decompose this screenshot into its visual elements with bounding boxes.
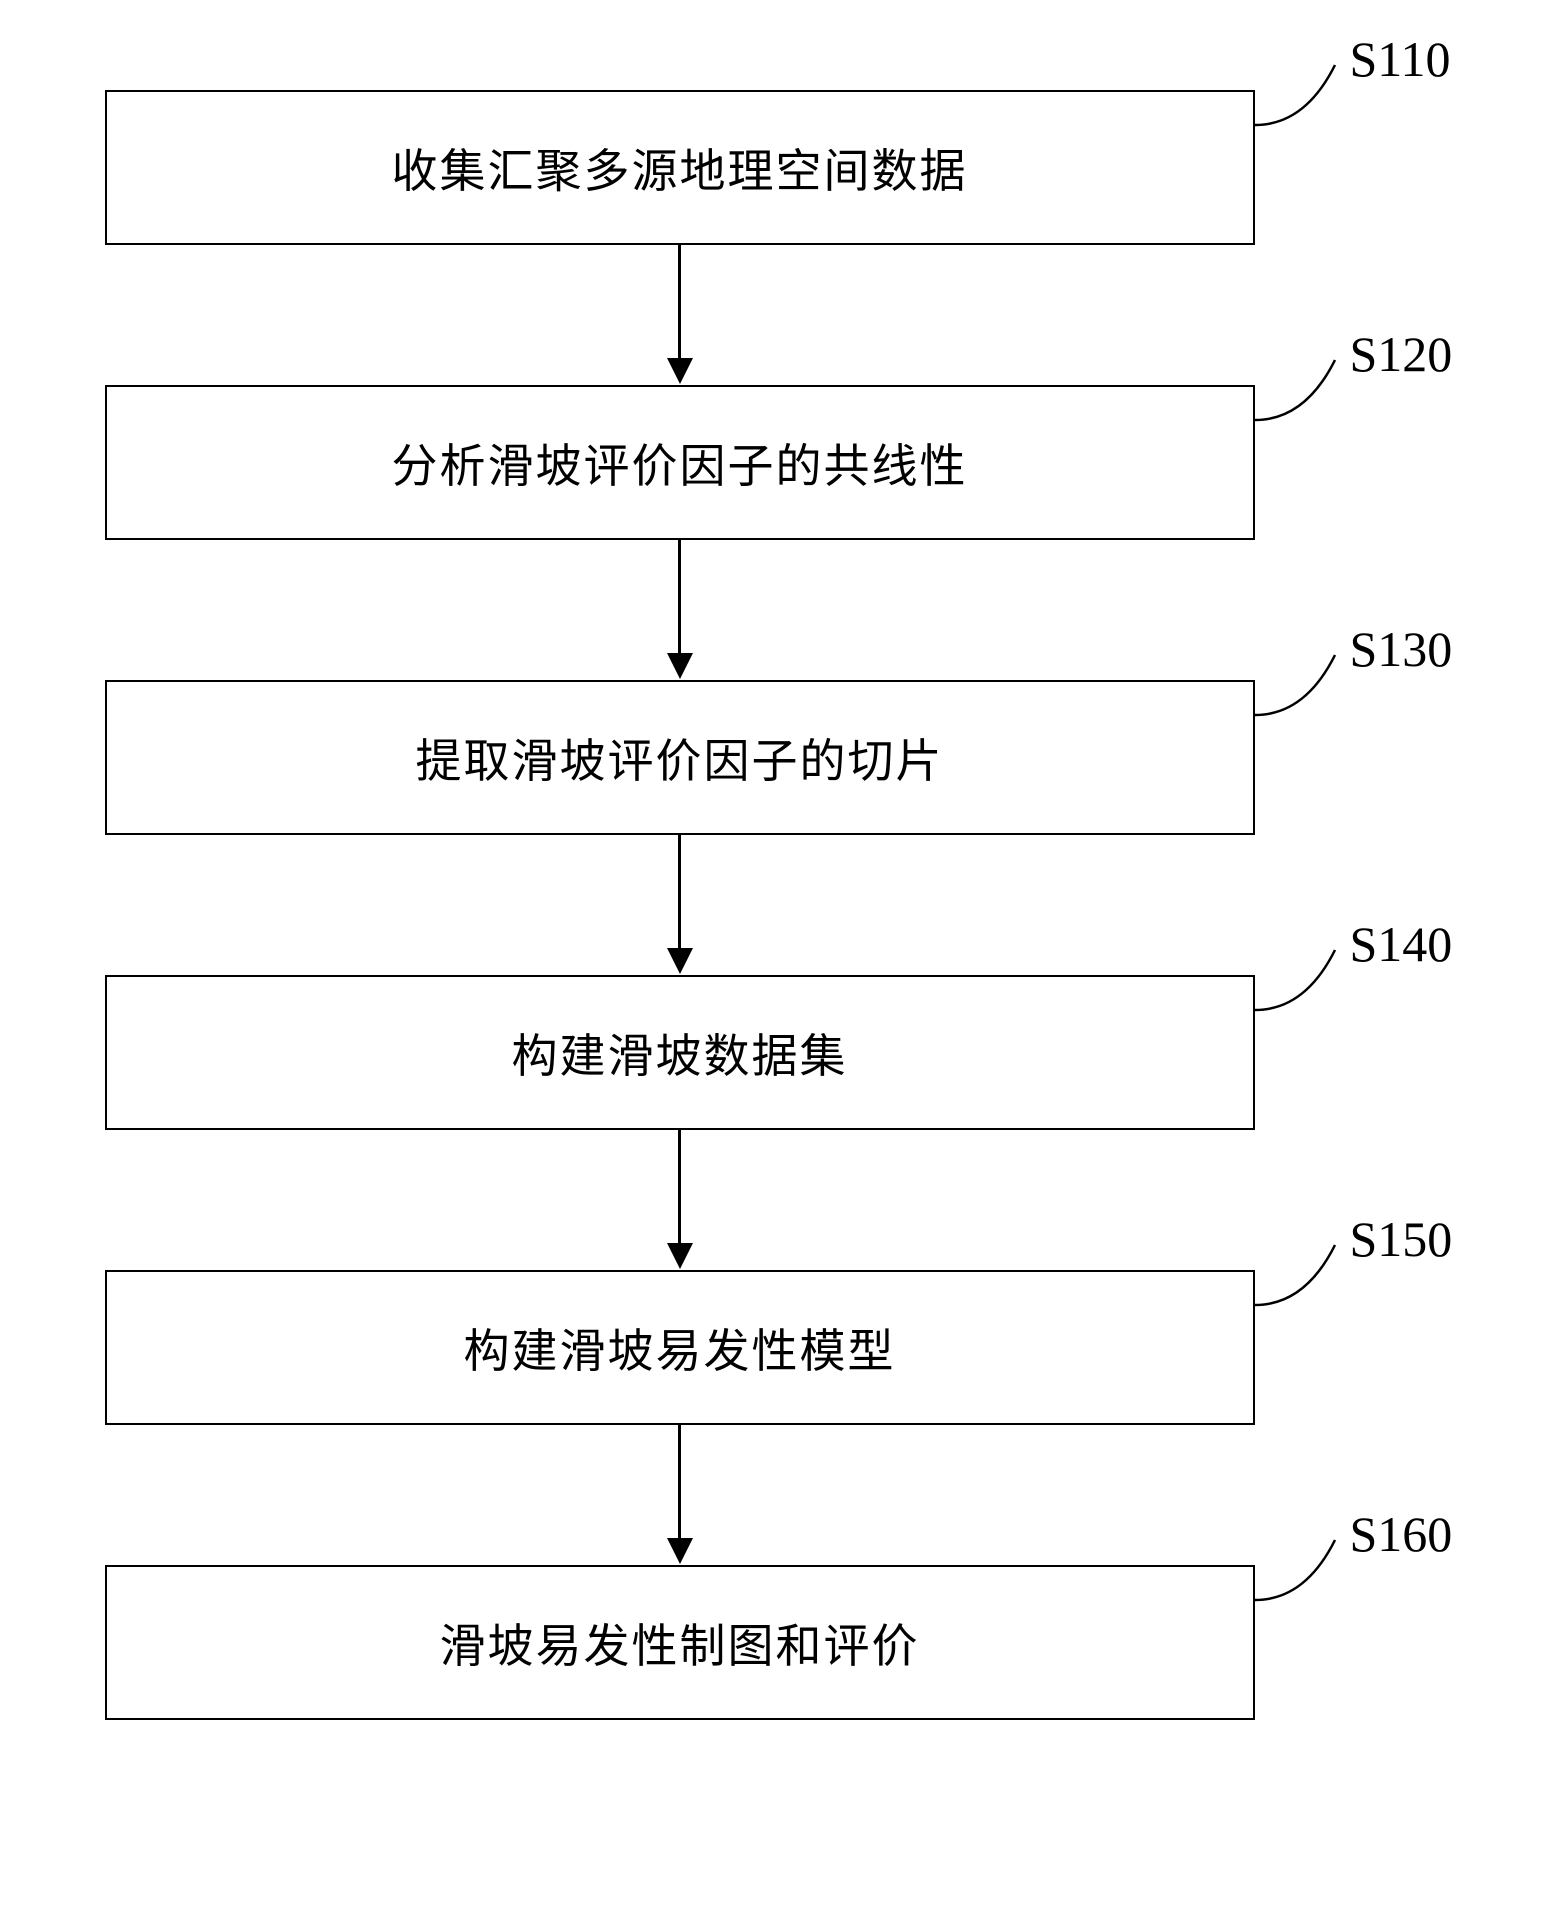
step-4-label: S140 [1350, 915, 1453, 973]
step-5-label: S150 [1350, 1210, 1453, 1268]
arrow-4-5-head [667, 1243, 693, 1269]
arrow-2-3-line [678, 540, 681, 655]
step-4-text: 构建滑坡数据集 [512, 1020, 848, 1086]
step-1-text: 收集汇聚多源地理空间数据 [392, 135, 968, 201]
arrow-1-2-head [667, 358, 693, 384]
step-1-label: S110 [1350, 30, 1451, 88]
arrow-5-6-line [678, 1425, 681, 1540]
flowchart-step-5: 构建滑坡易发性模型 [105, 1270, 1255, 1425]
flowchart-step-1: 收集汇聚多源地理空间数据 [105, 90, 1255, 245]
step-2-text: 分析滑坡评价因子的共线性 [392, 430, 968, 496]
step-6-text: 滑坡易发性制图和评价 [440, 1610, 920, 1676]
flowchart-container: 收集汇聚多源地理空间数据 S110 分析滑坡评价因子的共线性 S120 提取滑坡… [75, 40, 1475, 1880]
flowchart-step-4: 构建滑坡数据集 [105, 975, 1255, 1130]
arrow-1-2-line [678, 245, 681, 360]
flowchart-step-6: 滑坡易发性制图和评价 [105, 1565, 1255, 1720]
arrow-2-3-head [667, 653, 693, 679]
arrow-4-5-line [678, 1130, 681, 1245]
flowchart-step-2: 分析滑坡评价因子的共线性 [105, 385, 1255, 540]
step-6-label: S160 [1350, 1505, 1453, 1563]
arrow-3-4-head [667, 948, 693, 974]
step-3-label: S130 [1350, 620, 1453, 678]
step-3-text: 提取滑坡评价因子的切片 [416, 725, 944, 791]
arrow-5-6-head [667, 1538, 693, 1564]
flowchart-step-3: 提取滑坡评价因子的切片 [105, 680, 1255, 835]
step-2-label: S120 [1350, 325, 1453, 383]
step-5-text: 构建滑坡易发性模型 [464, 1315, 896, 1381]
arrow-3-4-line [678, 835, 681, 950]
